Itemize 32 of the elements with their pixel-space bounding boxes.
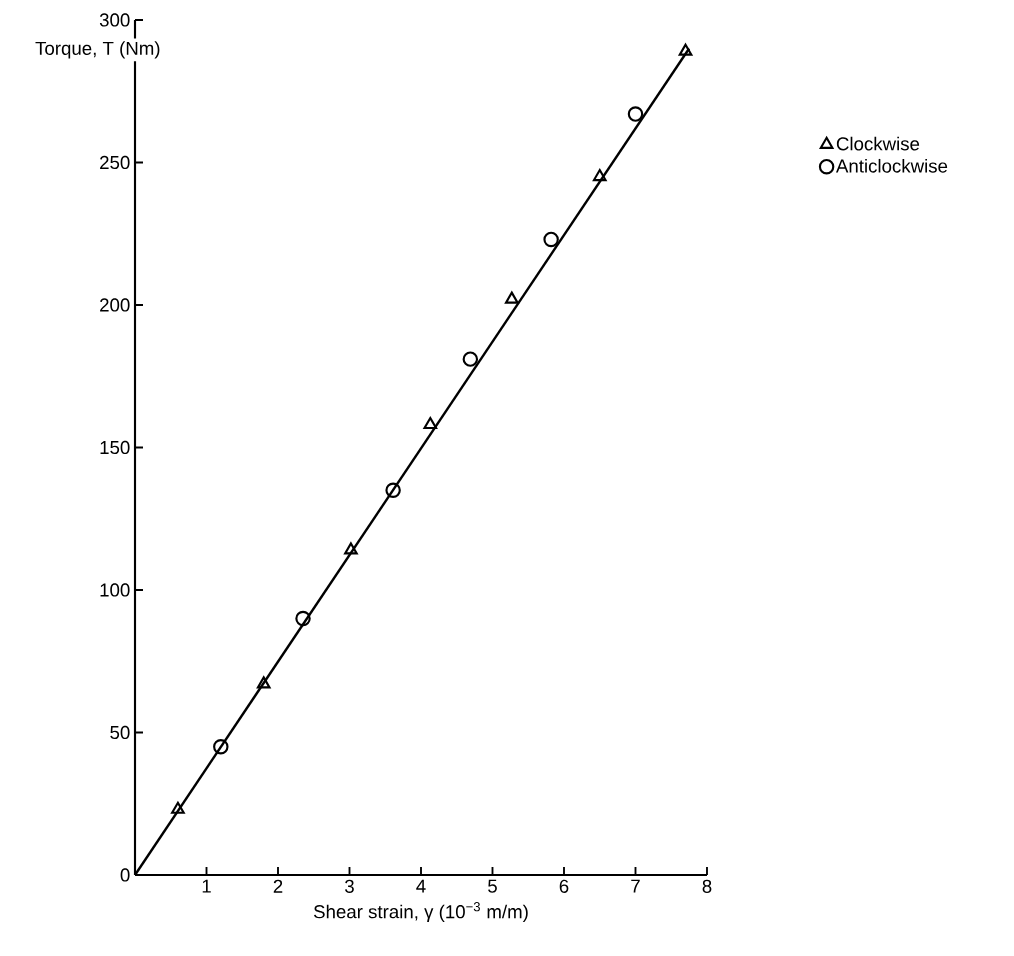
point: [543, 231, 559, 248]
point: [678, 43, 693, 56]
x-tick-label: 7: [631, 879, 640, 893]
y-tick-label: 300: [99, 13, 130, 27]
point: [385, 482, 401, 498]
point: [256, 676, 271, 689]
x-axis-title: Shear strain, γ (10$^{−3}$ m/m): [313, 902, 528, 923]
point: [423, 416, 438, 430]
legend-label: Anticlockwise: [835, 158, 948, 173]
point: [627, 106, 644, 122]
y-tick-label: 0: [120, 868, 130, 882]
y-tick-label: 200: [100, 298, 130, 312]
y-tick-label: 150: [100, 440, 130, 455]
x-tick-label: 1: [202, 879, 211, 893]
point: [171, 801, 185, 814]
point: [295, 610, 311, 627]
point: [344, 542, 358, 555]
y-tick-label: 250: [100, 155, 130, 170]
point: [213, 739, 229, 755]
point: [504, 291, 519, 304]
legend-label: Clockwise: [836, 136, 920, 151]
x-tick-label: 3: [345, 879, 354, 893]
x-tick-label: 4: [416, 879, 426, 893]
x-tick-label: 2: [273, 879, 283, 893]
point: [592, 169, 607, 182]
y-tick-label: 50: [110, 725, 130, 740]
x-tick-label: 6: [559, 879, 569, 893]
x-tick-label: 5: [488, 879, 497, 893]
y-tick-label: 100: [100, 583, 130, 597]
y-axis-title: Torque, T (Nm): [35, 41, 160, 59]
x-tick-label: 8: [702, 879, 712, 893]
point: [462, 351, 479, 367]
